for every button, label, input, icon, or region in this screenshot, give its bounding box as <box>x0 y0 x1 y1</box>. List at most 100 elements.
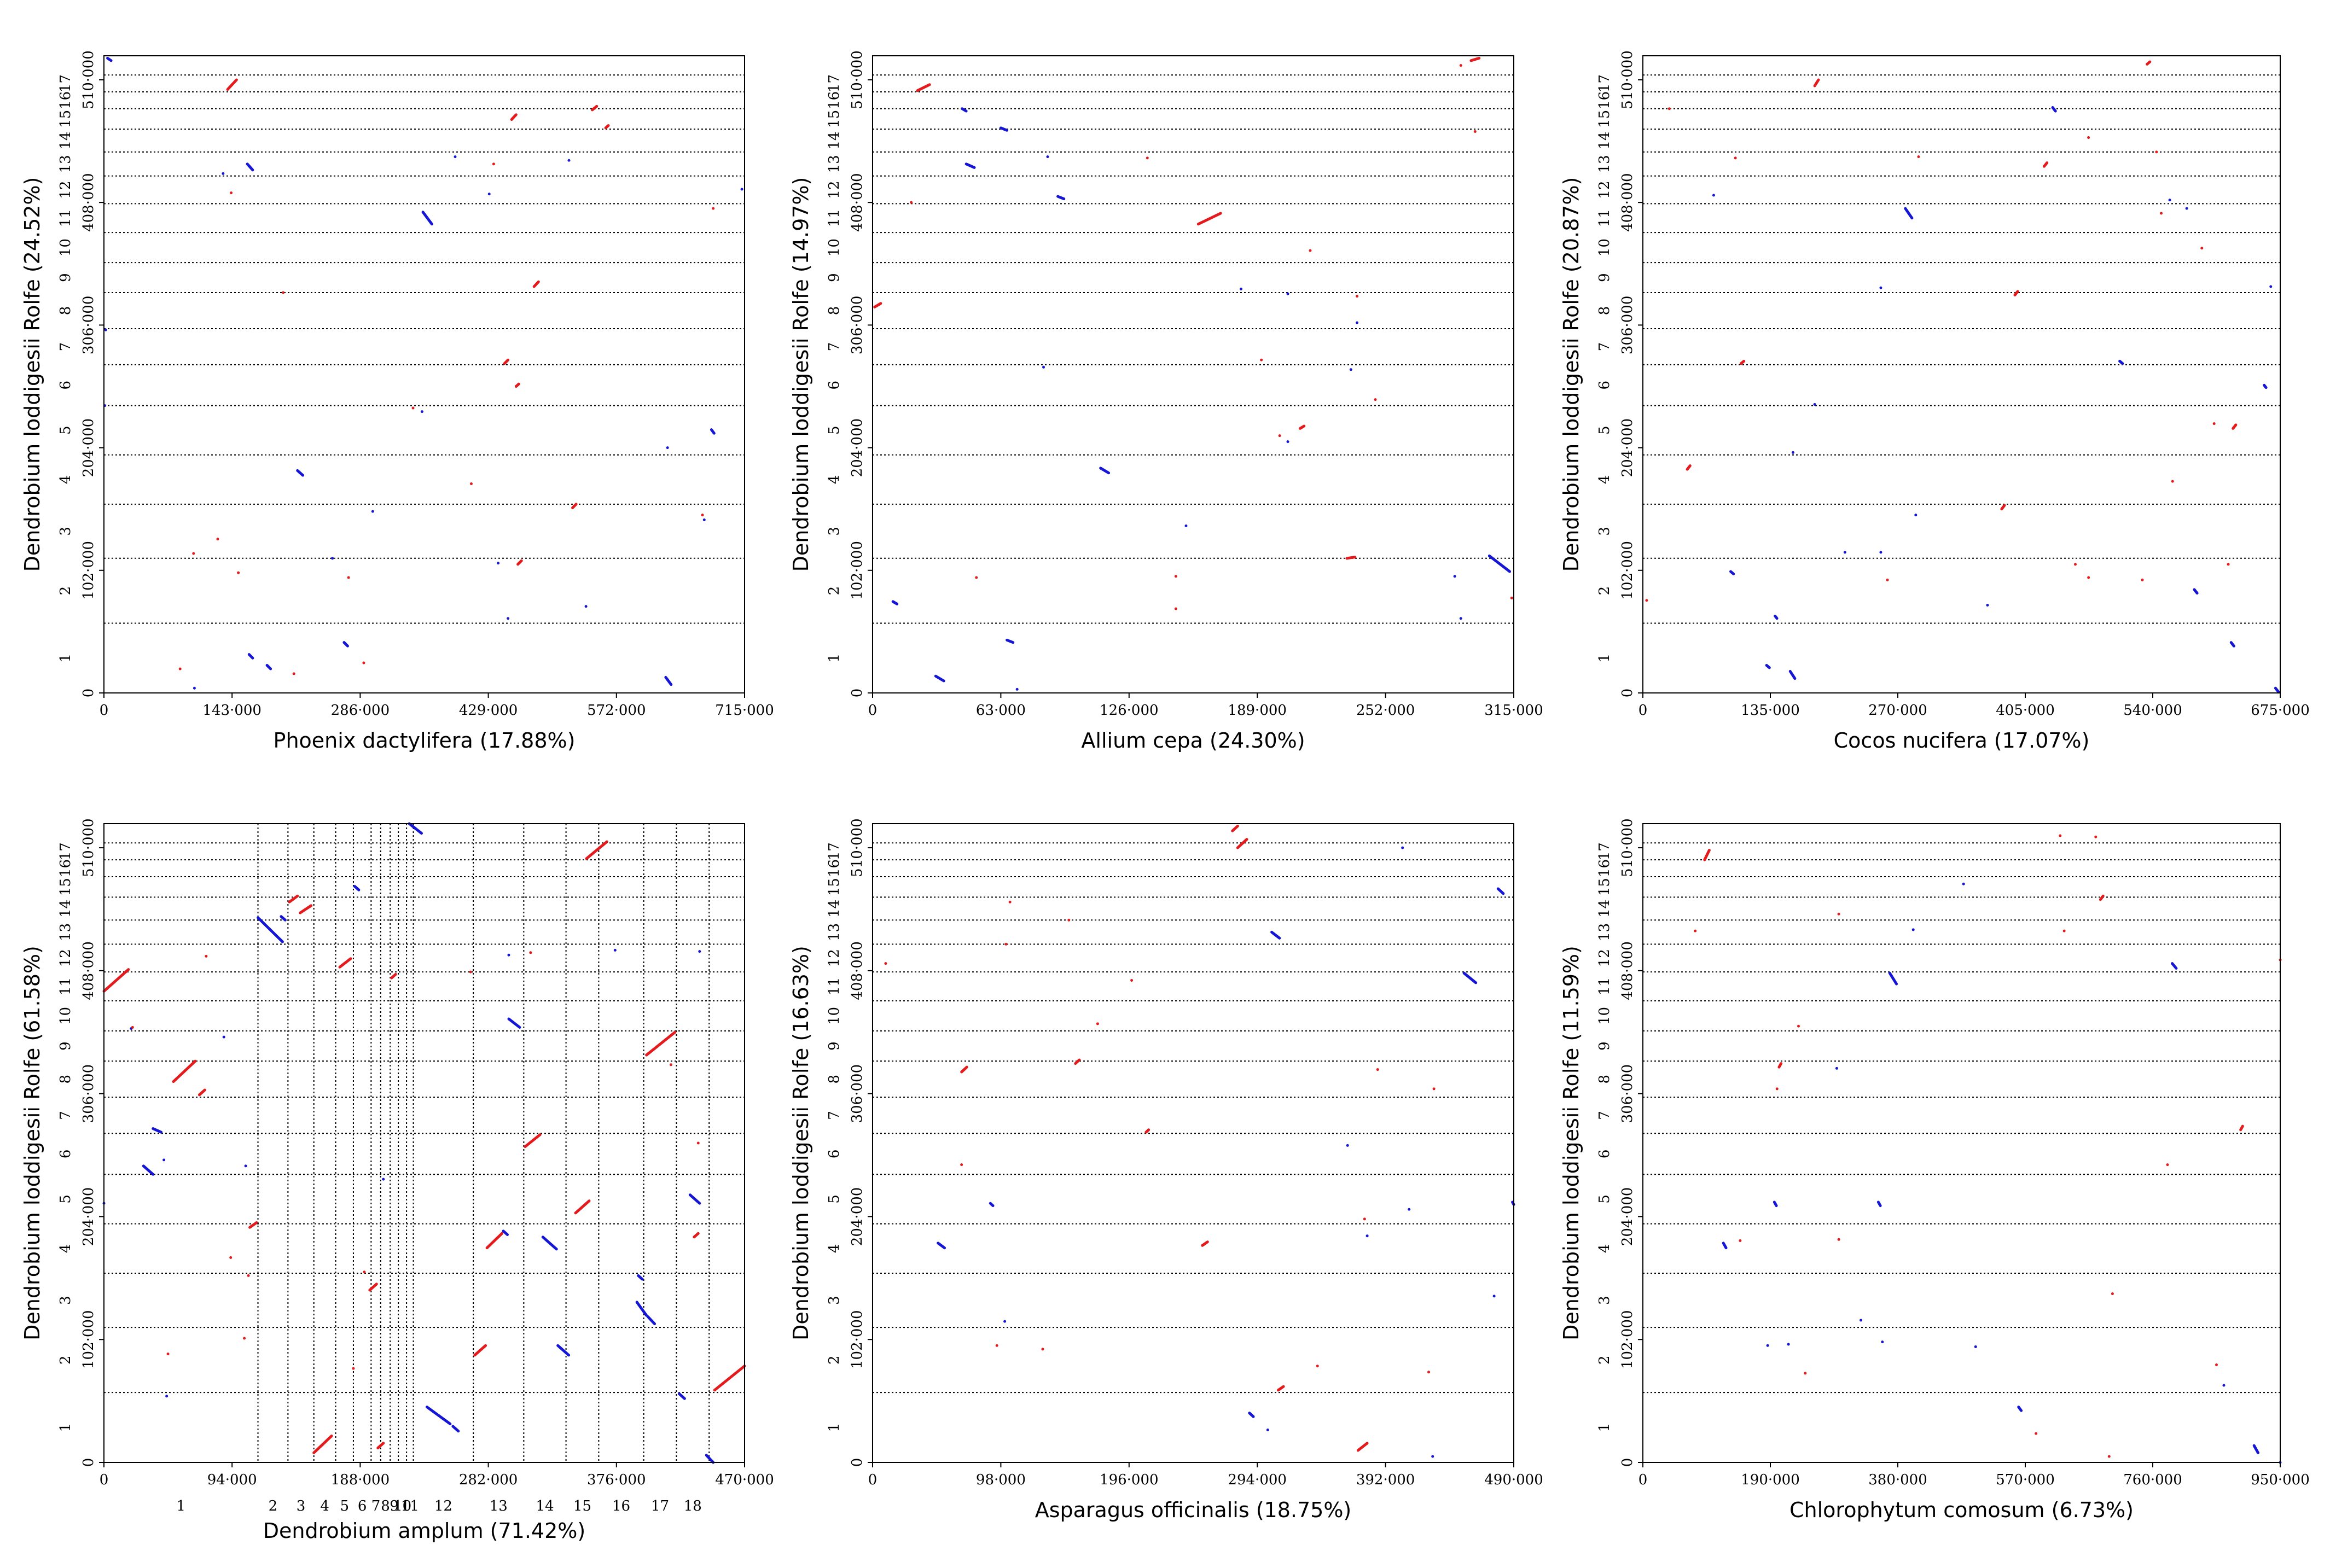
alignment-dot-4 <box>1239 287 1242 290</box>
alignment-segment-4 <box>421 211 433 226</box>
y-chromosome-label-6: 6 <box>57 381 74 390</box>
y-axis-title: Dendrobium loddigesii Rolfe (20.87%) <box>1559 177 1583 572</box>
alignment-segment-11 <box>507 1017 521 1029</box>
y-chromosome-label-5: 5 <box>826 425 842 435</box>
alignment-segment-35 <box>312 1435 333 1454</box>
x-axis-title: Allium cepa (24.30%) <box>1081 728 1305 753</box>
alignment-dot-6 <box>2185 207 2188 210</box>
y-chromosome-label-16: 16 <box>57 859 74 877</box>
alignment-dot-20 <box>507 953 510 957</box>
alignment-segment-8 <box>2118 359 2124 365</box>
alignment-dot-3 <box>1004 942 1008 946</box>
alignment-segment-11 <box>1686 464 1692 471</box>
y-tick-label-4: 306·000 <box>80 1064 97 1123</box>
alignment-segment-8 <box>1144 1128 1151 1134</box>
alignment-segment-5 <box>1722 1241 1728 1250</box>
alignment-dot-3 <box>282 291 285 294</box>
alignment-dot-7 <box>1356 295 1359 298</box>
alignment-dot-16 <box>1974 1345 1977 1348</box>
alignment-dot-1 <box>1667 107 1671 110</box>
y-tick-label-1: 0 <box>849 1458 865 1467</box>
alignment-dot-24 <box>1881 1340 1884 1344</box>
alignment-segment-14 <box>1276 1385 1285 1392</box>
alignment-dot-22 <box>584 605 588 608</box>
y-chromosome-label-3: 3 <box>1596 1296 1613 1305</box>
alignment-segment-7 <box>353 885 361 891</box>
alignment-dot-6 <box>1356 321 1359 324</box>
y-chromosome-label-3: 3 <box>57 1296 74 1305</box>
x-tick-label-4: 189·000 <box>1228 702 1287 719</box>
x-tick-label-6: 675·000 <box>2251 702 2310 719</box>
y-chromosome-label-10: 10 <box>57 1007 74 1025</box>
alignment-dot-23 <box>1459 64 1462 67</box>
x-tick-label-5: 572·000 <box>587 702 646 719</box>
alignment-segment-8 <box>102 968 130 993</box>
alignment-dot-16 <box>2141 578 2144 581</box>
alignment-dot-29 <box>237 571 240 574</box>
y-tick-label-5: 408·000 <box>80 173 97 232</box>
y-chromosome-label-11: 11 <box>1596 977 1613 995</box>
y-chromosome-label-15: 15 <box>826 110 842 128</box>
alignment-segment-9 <box>338 957 352 969</box>
alignment-segment-19 <box>485 1232 504 1250</box>
y-chromosome-label-9: 9 <box>826 1041 842 1051</box>
x-axis-title: Asparagus officinalis (18.75%) <box>1035 1498 1352 1522</box>
alignment-segment-21 <box>541 1235 558 1251</box>
x-tick-label-4: 282·000 <box>459 1472 518 1488</box>
alignment-dot-1 <box>910 201 913 204</box>
y-chromosome-label-14: 14 <box>826 900 842 918</box>
alignment-dot-5 <box>1130 978 1134 982</box>
x-chromosome-label-4: 4 <box>320 1498 329 1514</box>
alignment-dot-18 <box>2107 1455 2111 1458</box>
alignment-dot-4 <box>222 1035 225 1039</box>
alignment-segment-3 <box>257 916 284 943</box>
alignment-segment-6 <box>2013 290 2019 296</box>
alignment-dot-7 <box>229 1256 233 1259</box>
alignment-dot-17 <box>2035 1432 2038 1435</box>
y-chromosome-label-2: 2 <box>826 586 842 596</box>
x-chromosome-label-3: 3 <box>297 1498 306 1514</box>
y-chromosome-label-6: 6 <box>57 1150 74 1159</box>
alignment-dot-14 <box>492 162 495 166</box>
alignment-dot-1 <box>884 962 887 965</box>
alignment-dot-11 <box>371 510 374 513</box>
alignment-dot-19 <box>666 446 669 450</box>
alignment-segment-6 <box>960 1065 968 1074</box>
alignment-dot-15 <box>1184 524 1188 527</box>
alignment-dot-2 <box>131 1025 134 1029</box>
x-tick-label-6: 490·000 <box>1484 1472 1543 1488</box>
alignment-segment-8 <box>2239 1124 2244 1132</box>
x-chromosome-label-18: 18 <box>684 1498 702 1514</box>
alignment-dot-22 <box>1401 846 1404 849</box>
y-tick-label-2: 102·000 <box>80 541 97 600</box>
y-tick-label-3: 204·000 <box>80 418 97 477</box>
alignment-segment-24 <box>248 1221 258 1229</box>
alignment-dot-8 <box>247 1274 250 1277</box>
alignment-segment-4 <box>1462 971 1478 984</box>
y-chromosome-label-14: 14 <box>1596 131 1613 149</box>
x-tick-label-6: 470·000 <box>715 1472 774 1488</box>
dotplot-panel-3: 0 135·000 270·000 405·000 540·000 675·0000102… <box>1559 50 2310 753</box>
alignment-dot-8 <box>1879 286 1882 289</box>
alignment-segment-9 <box>937 1241 946 1250</box>
x-tick-label-1: 0 <box>100 1472 109 1488</box>
y-tick-label-6: 510·000 <box>1619 818 1636 877</box>
alignment-dot-14 <box>2073 563 2077 566</box>
x-chromosome-label-16: 16 <box>612 1498 630 1514</box>
alignment-dot-7 <box>960 1163 963 1167</box>
alignment-segment-3 <box>2051 106 2057 113</box>
y-chromosome-label-8: 8 <box>57 306 74 316</box>
alignment-segment-36 <box>705 1454 715 1464</box>
alignment-segment-13 <box>172 1059 197 1083</box>
alignment-segment-6 <box>503 358 510 365</box>
y-tick-label-6: 510·000 <box>849 818 865 877</box>
x-tick-label-5: 392·000 <box>1356 1472 1415 1488</box>
dotplot-panel-2: 0 63·000 126·000 189·000 252·000 315·000 0 102·… <box>789 50 1543 753</box>
y-chromosome-label-6: 6 <box>1596 381 1613 390</box>
alignment-segment-29 <box>473 1344 487 1357</box>
y-axis-title: Dendrobium loddigesii Rolfe (24.52%) <box>20 177 44 572</box>
alignment-dot-23 <box>1791 451 1794 454</box>
x-tick-label-3: 270·000 <box>1868 702 1927 719</box>
alignment-dot-24 <box>2227 563 2230 566</box>
y-chromosome-label-5: 5 <box>1596 425 1613 435</box>
